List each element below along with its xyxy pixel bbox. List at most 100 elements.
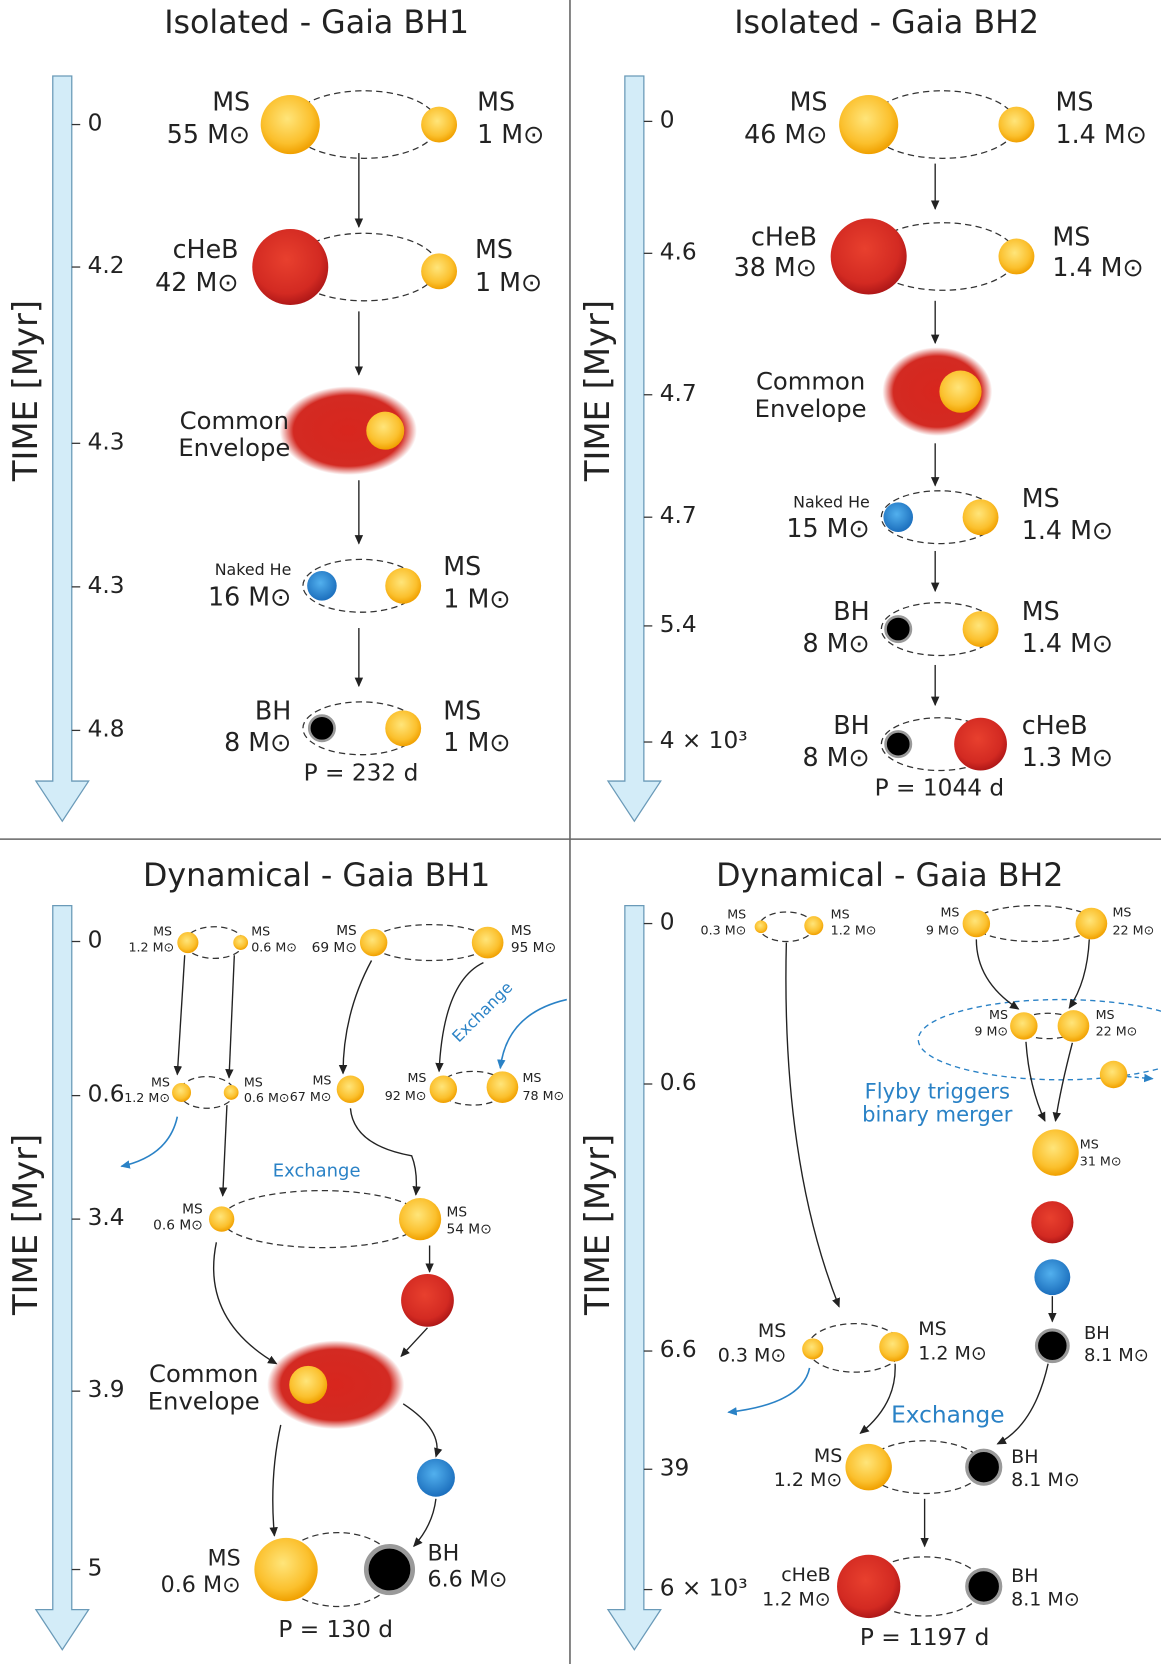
helium-star: [417, 1459, 455, 1497]
star-label: 1.4 M⊙: [1022, 517, 1113, 545]
star-label: MS: [940, 906, 959, 920]
ms-star: [1100, 1061, 1127, 1088]
arrow: [229, 955, 234, 1077]
exchange-arrow: [121, 1117, 177, 1167]
arrow: [860, 1364, 895, 1434]
giant-star: [954, 718, 1007, 771]
star-label: 1.4 M⊙: [1022, 630, 1113, 658]
ms-star: [839, 95, 898, 154]
star-label: MS: [151, 1076, 170, 1090]
star-label: MS: [446, 1206, 467, 1221]
star-label: 8 M⊙: [224, 729, 291, 757]
ms-star: [177, 932, 198, 953]
black-hole: [886, 616, 911, 641]
star-label: MS: [1112, 906, 1131, 920]
black-hole: [309, 716, 334, 741]
black-hole: [967, 1450, 1001, 1484]
star-label: 31 M⊙: [1080, 1155, 1122, 1169]
ms-star: [421, 107, 457, 143]
helium-star: [1034, 1259, 1070, 1295]
star-label: P = 130 d: [278, 1618, 393, 1644]
tick-label: 0.6: [660, 1071, 697, 1097]
tick-label: 4.3: [88, 430, 125, 456]
star-label: 1 M⊙: [443, 585, 510, 613]
common-envelope: [267, 1340, 404, 1429]
star-label: MS: [511, 924, 532, 939]
star-label: 69 M⊙: [312, 941, 357, 956]
ms-star: [999, 107, 1035, 143]
star-label: 78 M⊙: [522, 1090, 564, 1104]
star-label: P = 1197 d: [860, 1626, 989, 1652]
tick-label: 39: [660, 1456, 690, 1482]
ms-star: [385, 710, 421, 746]
star-label: 1 M⊙: [475, 269, 542, 297]
star-label: BH: [427, 1541, 459, 1566]
star-label: 0.6 M⊙: [251, 941, 297, 955]
star-label: MS: [1022, 598, 1060, 626]
arrow: [273, 1425, 281, 1536]
star-label: Common Envelope: [135, 1362, 272, 1416]
ms-star: [337, 1076, 364, 1103]
tick-label: 5: [88, 1557, 103, 1583]
star-label: 15 M⊙: [786, 515, 869, 543]
ms-star: [261, 95, 320, 154]
tick-label: 0: [88, 929, 103, 955]
star-label: 0.6 M⊙: [244, 1092, 290, 1106]
tick-label: 5.4: [660, 613, 697, 639]
panel-title: Dynamical - Gaia BH2: [716, 858, 1063, 893]
ms-star: [963, 910, 990, 937]
star-label: Naked He: [793, 494, 870, 512]
star-label: Flyby triggers binary merger: [848, 1079, 1027, 1126]
ms-star: [755, 920, 768, 933]
star-label: P = 1044 d: [875, 777, 1004, 803]
star-label: MS: [790, 88, 828, 116]
ms-star: [289, 1366, 327, 1404]
ms-star: [209, 1206, 234, 1231]
star-label: 22 M⊙: [1096, 1025, 1138, 1039]
star-label: MS: [1052, 223, 1090, 251]
ms-star: [172, 1083, 191, 1102]
star-label: MS: [443, 697, 481, 725]
star-label: 0.3 M⊙: [718, 1346, 787, 1367]
star-label: 92 M⊙: [385, 1090, 427, 1104]
star-label: MS: [475, 236, 513, 264]
star-label: cHeB: [751, 223, 817, 251]
star-label: 55 M⊙: [167, 121, 250, 149]
star-label: MS: [312, 1074, 331, 1088]
star-label: 95 M⊙: [511, 941, 556, 956]
star-label: 16 M⊙: [208, 583, 291, 611]
ms-star: [963, 611, 999, 647]
arrow: [1056, 1043, 1073, 1121]
star-label: MS: [477, 88, 515, 116]
arrow: [1069, 939, 1089, 1008]
star-label: MS: [1022, 485, 1060, 513]
star-label: 1.2 M⊙: [774, 1470, 843, 1491]
star-label: 8 M⊙: [802, 630, 869, 658]
star-label: 1.2 M⊙: [762, 1590, 831, 1611]
black-hole: [366, 1546, 412, 1592]
star-label: MS: [727, 908, 746, 922]
star-label: MS: [443, 553, 481, 581]
giant-star: [401, 1274, 454, 1327]
ms-star: [360, 929, 387, 956]
panel-title: Dynamical - Gaia BH1: [143, 858, 490, 893]
black-hole: [886, 731, 911, 756]
ms-star: [254, 1538, 317, 1601]
arrow: [214, 1242, 277, 1363]
flyby-arrow: [1127, 1077, 1152, 1079]
ms-star: [421, 253, 457, 289]
star-label: 1.3 M⊙: [1022, 744, 1113, 772]
tick-label: 3.9: [88, 1378, 125, 1404]
tick-label: 3.4: [88, 1206, 125, 1232]
star-label: 0.6 M⊙: [161, 1573, 241, 1598]
star-label: MS: [182, 1203, 203, 1218]
helium-star: [883, 502, 913, 532]
star-label: 54 M⊙: [446, 1223, 491, 1238]
star-label: 1 M⊙: [477, 121, 544, 149]
ms-star: [1058, 1010, 1090, 1042]
star-label: MS: [918, 1319, 946, 1340]
tick-label: 4.3: [88, 574, 125, 600]
figure: Isolated - Gaia BH1TIME [Myr]04.24.34.34…: [0, 0, 1161, 1664]
star-label: 0.6 M⊙: [153, 1219, 203, 1234]
tick-label: 0: [660, 108, 675, 134]
